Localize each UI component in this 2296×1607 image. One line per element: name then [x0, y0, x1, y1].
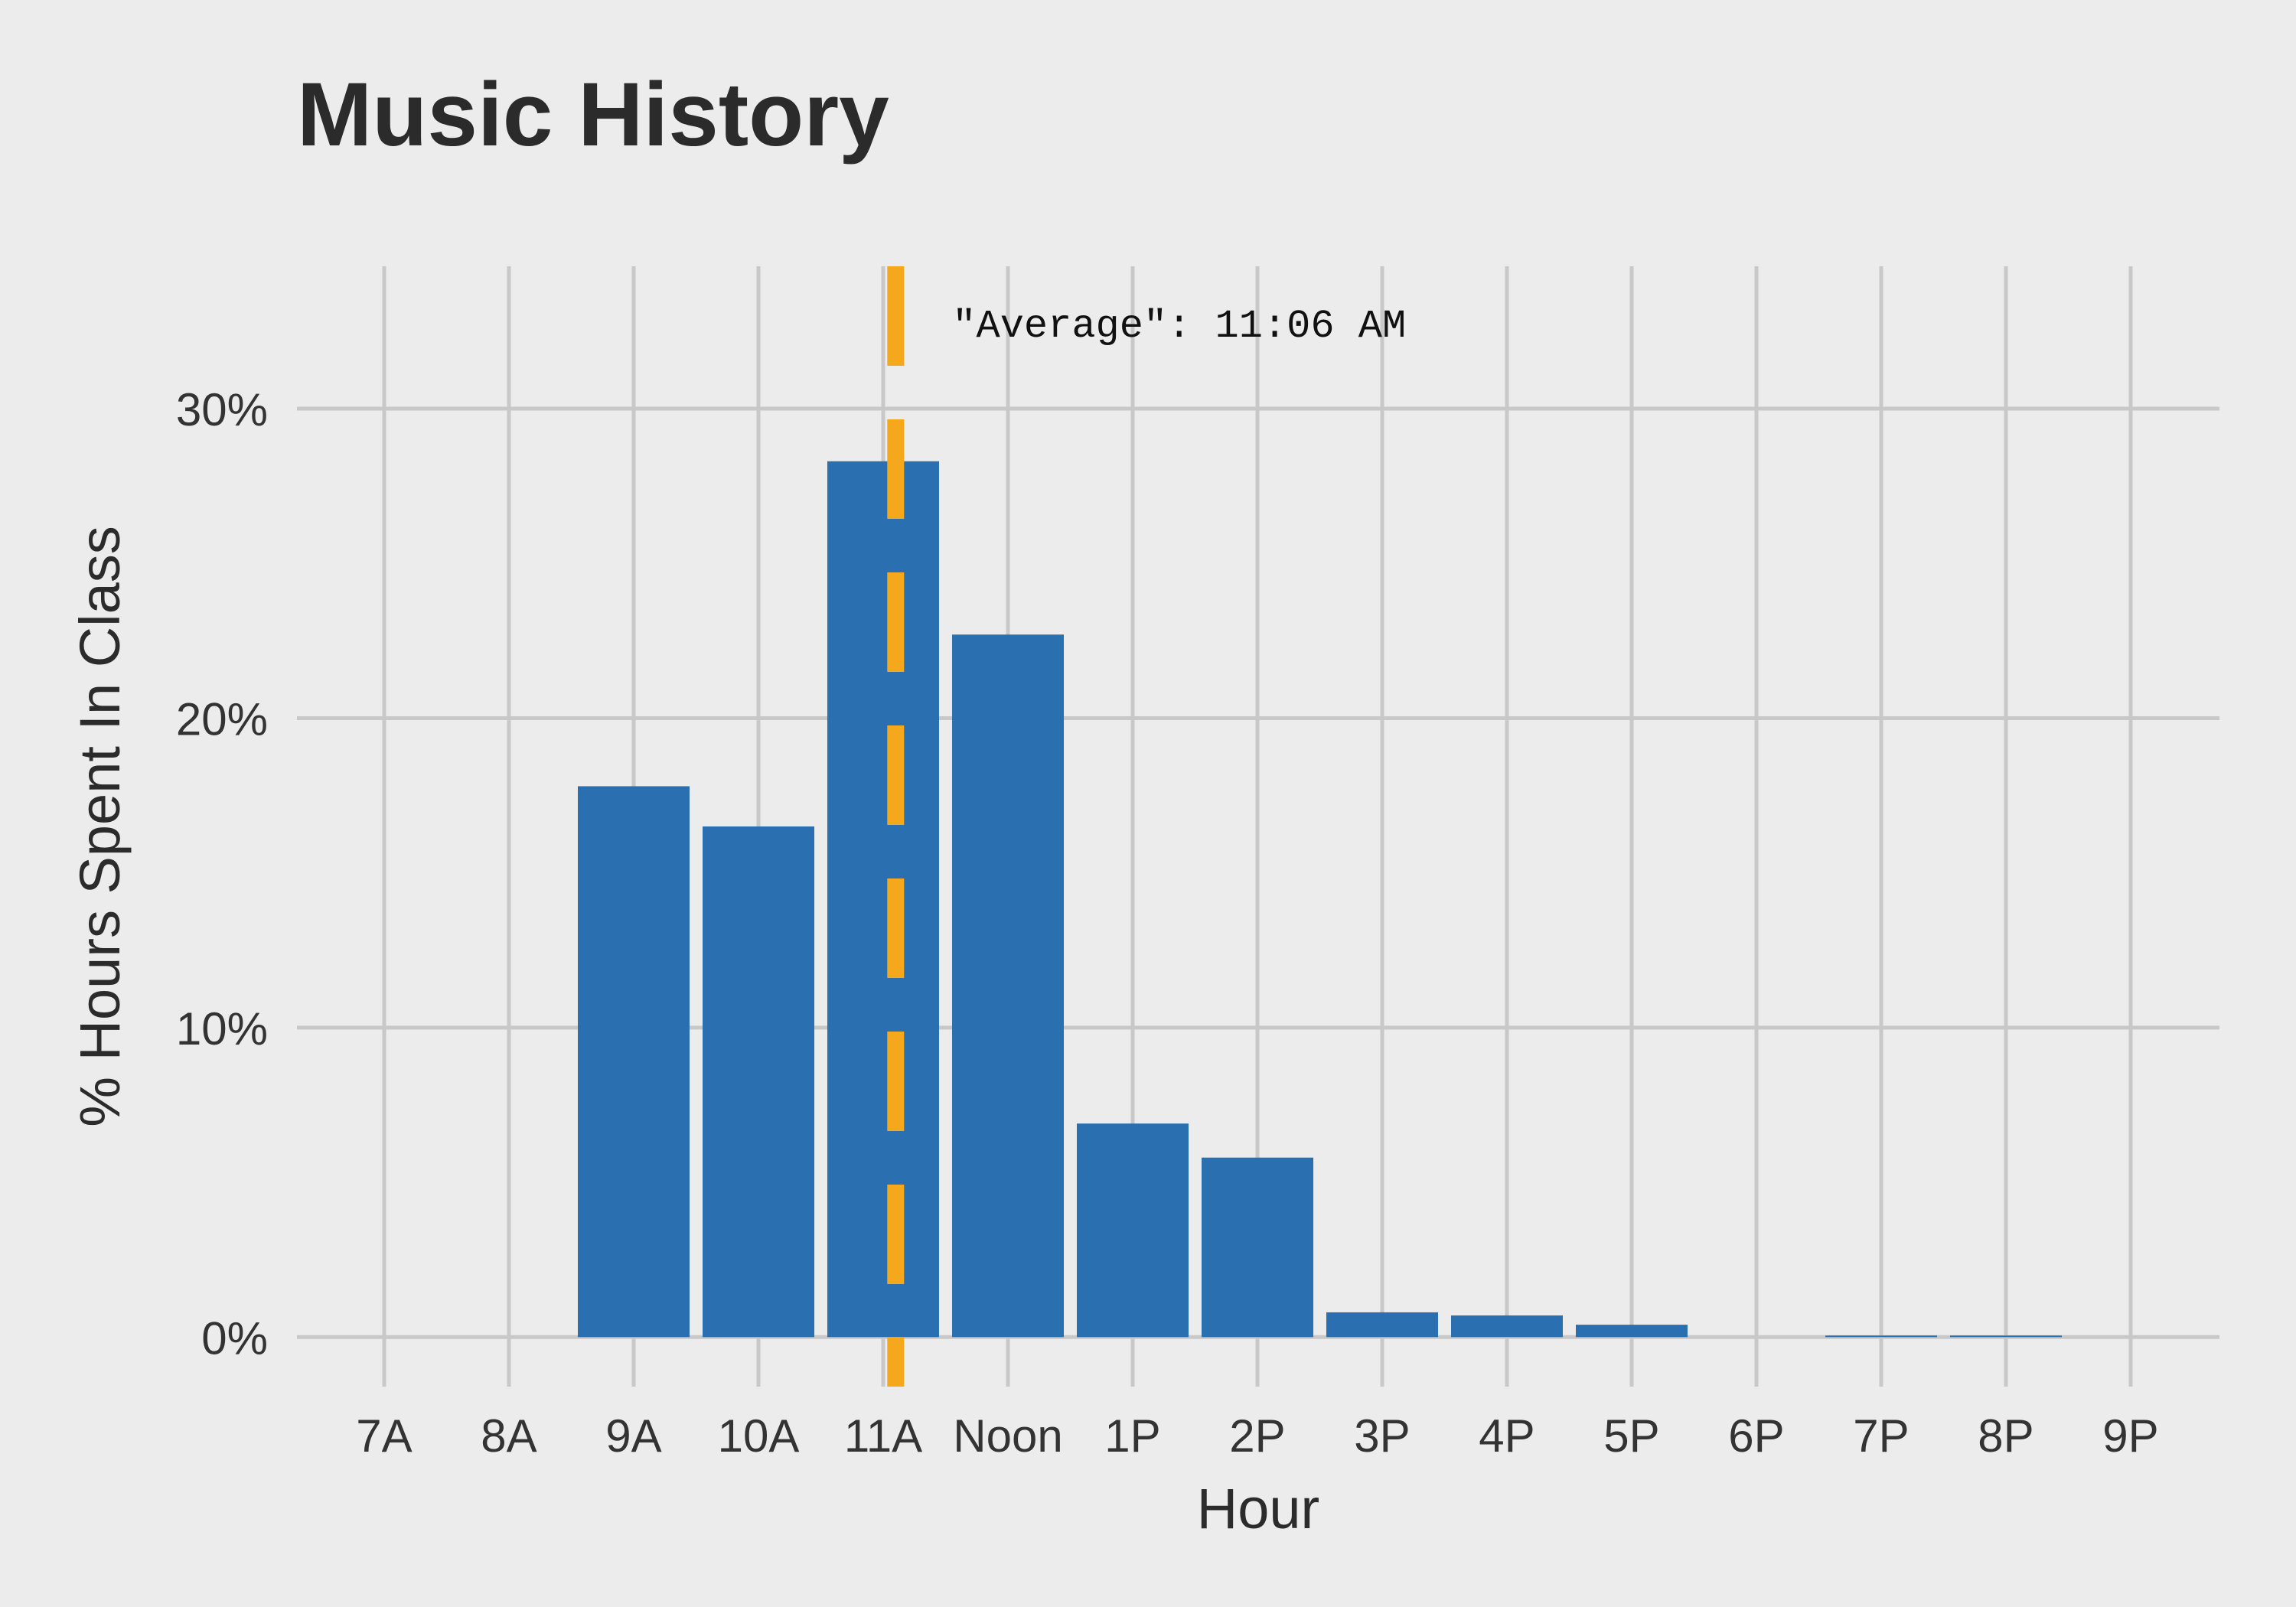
bars — [578, 461, 2062, 1338]
grid — [297, 266, 2219, 1387]
y-tick-label: 0% — [201, 1312, 268, 1364]
x-tick-label: 9A — [605, 1410, 661, 1462]
x-tick-label: 8A — [481, 1410, 536, 1462]
bar-1p — [1077, 1123, 1189, 1338]
x-tick-label: 1P — [1104, 1410, 1160, 1462]
x-tick-label: 8P — [1978, 1410, 2033, 1462]
y-axis-ticks: 0% 10% 20% 30% — [176, 384, 268, 1364]
bar-7p — [1825, 1335, 1937, 1338]
bar-9a — [578, 786, 690, 1338]
bar-2p — [1202, 1157, 1313, 1338]
bar-8p — [1950, 1335, 2062, 1338]
chart-title: Music History — [297, 64, 889, 165]
x-tick-label: 7P — [1853, 1410, 1909, 1462]
bar-noon — [952, 634, 1064, 1338]
y-tick-label: 10% — [176, 1003, 268, 1054]
x-axis-label: Hour — [1197, 1477, 1319, 1540]
x-tick-label: Noon — [953, 1410, 1062, 1462]
x-tick-label: 11A — [844, 1410, 922, 1462]
bar-3p — [1326, 1312, 1438, 1338]
bar-11a — [827, 461, 939, 1338]
x-tick-label: 10A — [718, 1410, 800, 1462]
x-tick-label: 7A — [356, 1410, 412, 1462]
y-tick-label: 20% — [176, 693, 268, 745]
average-line-group: "Average": 11:06 AM — [887, 266, 1406, 1387]
y-axis-label: % Hours Spent In Class — [68, 526, 132, 1127]
y-tick-label: 30% — [176, 384, 268, 435]
x-tick-label: 2P — [1229, 1410, 1285, 1462]
x-tick-label: 9P — [2102, 1410, 2158, 1462]
bar-5p — [1576, 1325, 1688, 1338]
bar-10a — [703, 826, 814, 1338]
x-tick-label: 5P — [1603, 1410, 1659, 1462]
average-label: "Average": 11:06 AM — [952, 304, 1406, 349]
x-tick-label: 4P — [1479, 1410, 1534, 1462]
bar-4p — [1451, 1315, 1563, 1338]
x-tick-label: 6P — [1728, 1410, 1784, 1462]
x-tick-label: 3P — [1354, 1410, 1410, 1462]
x-axis-ticks: 7A 8A 9A 10A 11A Noon 1P 2P 3P 4P 5P 6P 7P 8P 9P — [356, 1410, 2158, 1462]
